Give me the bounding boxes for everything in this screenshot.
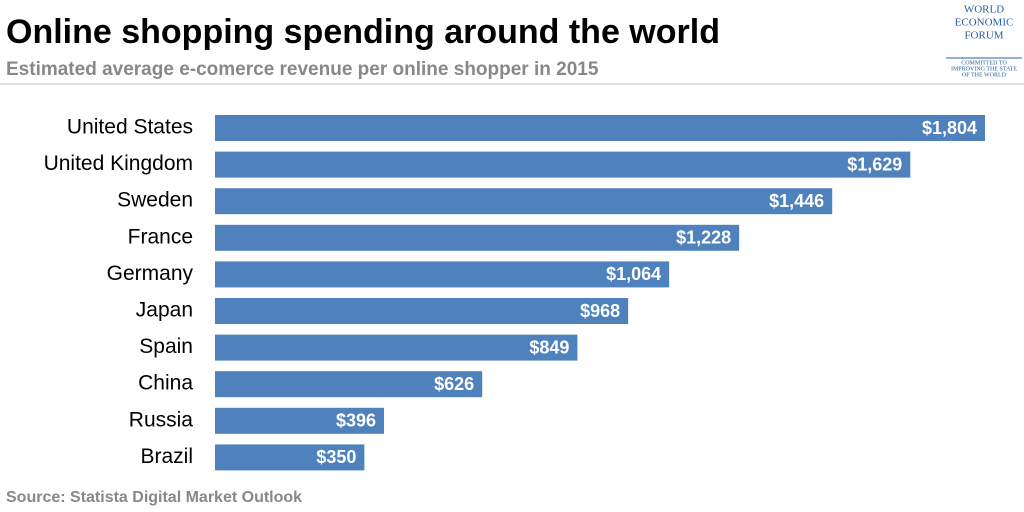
- bar: [215, 151, 911, 178]
- bar: [215, 115, 985, 141]
- y-tick-label: France: [128, 225, 193, 248]
- value-label: $1,228: [676, 228, 731, 248]
- logo-tagline: IMPROVING THE STATE: [951, 66, 1017, 72]
- bar: [215, 188, 833, 215]
- value-label: $968: [580, 301, 620, 321]
- y-tick-label: Japan: [136, 299, 193, 322]
- source: Source: Statista Digital Market Outlook: [6, 489, 302, 506]
- value-label: $1,446: [769, 191, 824, 211]
- y-tick-label: United Kingdom: [44, 152, 193, 175]
- logo: WORLD ECONOMIC FORUM COMMITTED TO IMPROV…: [946, 4, 1022, 78]
- bar: [215, 334, 578, 361]
- chart-subtitle: Estimated average e-comerce revenue per …: [6, 59, 599, 80]
- bar: [215, 224, 740, 251]
- bar: [215, 261, 670, 288]
- value-label: $1,804: [922, 118, 977, 138]
- y-tick-label: United States: [67, 116, 193, 139]
- y-tick-label: Germany: [107, 262, 194, 285]
- bar: [215, 371, 483, 398]
- value-label: $350: [316, 447, 356, 467]
- logo-text: WORLD: [964, 4, 1004, 16]
- logo-tagline: COMMITTED TO: [961, 60, 1007, 66]
- y-tick-label: Russia: [129, 408, 194, 431]
- value-label: $849: [529, 337, 569, 357]
- chart-title: Online shopping spending around the worl…: [6, 13, 720, 51]
- value-label: $1,629: [847, 154, 902, 174]
- bar: [215, 407, 385, 434]
- value-label: $396: [336, 411, 376, 431]
- logo-text: ECONOMIC: [955, 17, 1014, 29]
- y-tick-label: Brazil: [140, 445, 193, 468]
- bar: [215, 444, 365, 471]
- y-tick-label: Sweden: [117, 189, 193, 212]
- logo-text: FORUM: [964, 30, 1003, 42]
- value-label: $1,064: [606, 264, 661, 284]
- logo-tagline: OF THE WORLD: [962, 72, 1007, 78]
- bar: [215, 298, 629, 324]
- value-label: $626: [434, 374, 474, 394]
- y-tick-label: China: [138, 372, 193, 395]
- y-tick-label: Spain: [139, 335, 193, 358]
